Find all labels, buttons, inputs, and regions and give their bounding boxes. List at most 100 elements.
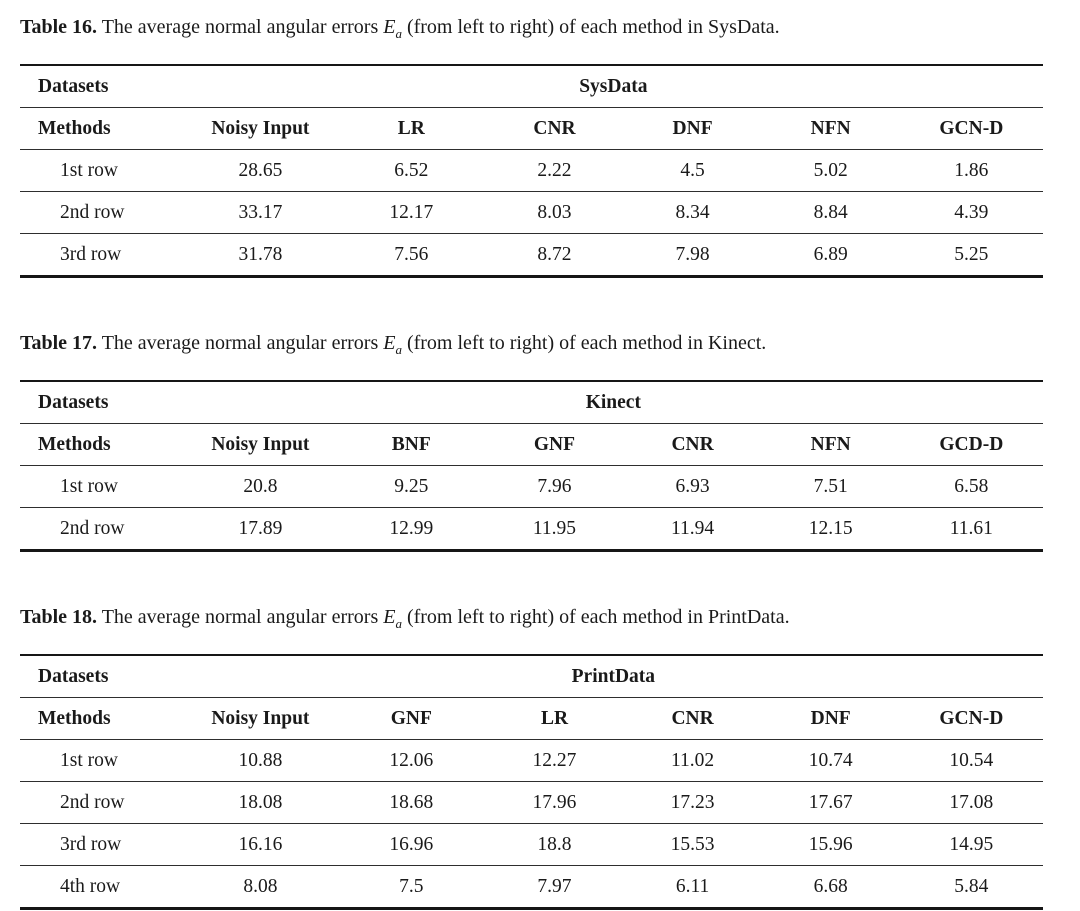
row-label: 2nd row [60,201,125,223]
table-row: 2nd row 33.17 12.17 8.03 8.34 8.84 4.39 [20,192,1043,234]
column-header-noisy-input: Noisy Input [211,433,310,455]
row-label: 1st row [60,159,118,181]
table16: Datasets SysData Methods Noisy Input LR … [20,64,1043,278]
column-header-gnf: GNF [390,707,432,729]
table-cell: 5.02 [813,159,848,181]
table-cell: 8.03 [537,201,572,223]
table17-caption-text-before: The average normal angular errors [97,332,384,354]
column-header-gcn-d: GCN-D [939,707,1004,729]
table16-caption-text-after: (from left to right) of each method in S… [401,16,780,38]
table18-caption-text-before: The average normal angular errors [97,606,384,628]
column-header-lr: LR [540,707,569,729]
table16-caption: Table 16. The average normal angular err… [20,14,1043,47]
row-label: 2nd row [60,791,125,813]
table-cell: 8.84 [813,201,848,223]
table-cell: 11.61 [949,517,993,539]
column-header-cnr: CNR [671,707,714,729]
table-cell: 6.11 [675,875,710,897]
table16-caption-text-before: The average normal angular errors [97,16,384,38]
table17-column-header-row: Methods Noisy Input BNF GNF CNR NFN GCD-… [20,424,1043,466]
column-header-dnf: DNF [672,117,713,139]
row-label: 3rd row [60,243,122,265]
table-cell: 12.27 [532,749,577,771]
column-header-methods: Methods [38,707,111,729]
table-cell: 18.08 [238,791,283,813]
table18-caption-label: Table 18. [20,606,98,628]
column-header-nfn: NFN [810,117,851,139]
table-cell: 6.89 [813,243,848,265]
table-cell: 16.16 [238,833,283,855]
table-cell: 11.94 [671,517,715,539]
table-cell: 7.56 [394,243,429,265]
table-cell: 7.51 [813,475,848,497]
table-row: 1st row 10.88 12.06 12.27 11.02 10.74 10… [20,740,1043,782]
table-cell: 6.58 [954,475,989,497]
table18-datasets-header: Datasets [38,665,109,687]
table-cell: 12.06 [389,749,434,771]
column-header-methods: Methods [38,117,111,139]
table-cell: 11.02 [671,749,715,771]
table-cell: 17.67 [808,791,853,813]
table17-caption: Table 17. The average normal angular err… [20,330,1043,363]
math-ea-symbol: Ea [383,606,402,631]
table-cell: 16.96 [389,833,434,855]
table-cell: 5.25 [954,243,989,265]
table-cell: 31.78 [238,243,283,265]
table17: Datasets Kinect Methods Noisy Input BNF … [20,380,1043,552]
row-label: 1st row [60,475,118,497]
table-cell: 10.54 [949,749,994,771]
table-cell: 12.99 [389,517,434,539]
table18-caption: Table 18. The average normal angular err… [20,604,1043,637]
table-cell: 12.17 [389,201,434,223]
column-header-noisy-input: Noisy Input [211,707,310,729]
table-cell: 33.17 [238,201,283,223]
table-cell: 12.15 [808,517,853,539]
column-header-cnr: CNR [533,117,576,139]
column-header-gcn-d: GCN-D [939,117,1004,139]
table-cell: 8.08 [243,875,278,897]
table17-caption-text-after: (from left to right) of each method in K… [401,332,767,354]
table17-datasets-header: Datasets [38,391,109,413]
table-row: 3rd row 16.16 16.96 18.8 15.53 15.96 14.… [20,824,1043,866]
table16-caption-label: Table 16. [20,16,98,38]
table-cell: 10.74 [808,749,853,771]
math-ea-symbol: Ea [383,16,402,41]
table-row: 1st row 20.8 9.25 7.96 6.93 7.51 6.58 [20,466,1043,508]
table-cell: 7.5 [399,875,424,897]
table-cell: 18.68 [389,791,434,813]
column-header-noisy-input: Noisy Input [211,117,310,139]
row-label: 2nd row [60,517,125,539]
table-cell: 15.53 [670,833,715,855]
table-cell: 7.97 [537,875,572,897]
table17-group-header-row: Datasets Kinect [20,381,1043,424]
table-row: 2nd row 17.89 12.99 11.95 11.94 12.15 11… [20,508,1043,551]
table-cell: 20.8 [243,475,278,497]
table18-group-header-row: Datasets PrintData [20,655,1043,698]
table-cell: 4.39 [954,201,989,223]
table16-dataset-name-header: SysData [579,75,648,97]
column-header-bnf: BNF [391,433,431,455]
table-cell: 17.89 [238,517,283,539]
table-cell: 1.86 [954,159,989,181]
table-cell: 8.72 [537,243,572,265]
table-cell: 17.23 [670,791,715,813]
table16-column-header-row: Methods Noisy Input LR CNR DNF NFN GCN-D [20,108,1043,150]
column-header-lr: LR [397,117,425,139]
table-row: 3rd row 31.78 7.56 8.72 7.98 6.89 5.25 [20,234,1043,277]
table-cell: 17.96 [532,791,577,813]
row-label: 1st row [60,749,118,771]
table18-column-header-row: Methods Noisy Input GNF LR CNR DNF GCN-D [20,698,1043,740]
table-cell: 14.95 [949,833,994,855]
table18: Datasets PrintData Methods Noisy Input G… [20,654,1043,910]
table-cell: 6.68 [813,875,848,897]
table-cell: 5.84 [954,875,989,897]
table18-dataset-name-header: PrintData [571,665,656,687]
table-cell: 10.88 [238,749,283,771]
column-header-cnr: CNR [671,433,714,455]
table-cell: 4.5 [680,159,705,181]
table-cell: 15.96 [808,833,853,855]
table-cell: 17.08 [949,791,994,813]
table-row: 4th row 8.08 7.5 7.97 6.11 6.68 5.84 [20,866,1043,909]
table-cell: 6.52 [394,159,429,181]
table-cell: 9.25 [394,475,429,497]
